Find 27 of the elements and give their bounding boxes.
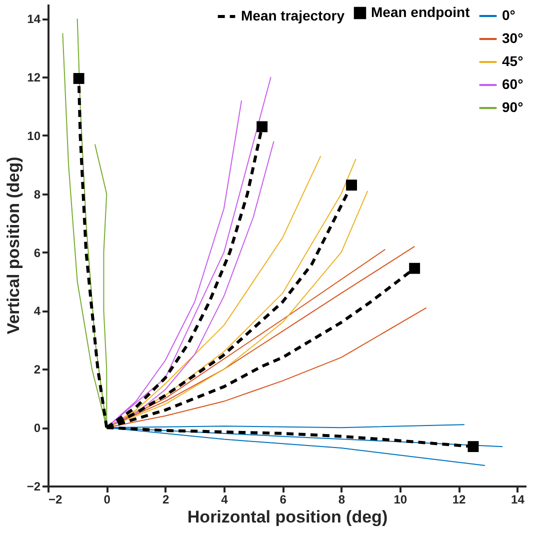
legend-label: 30° [502, 30, 524, 46]
x-tick-label: 0 [104, 492, 111, 506]
x-tick-label: 12 [452, 492, 466, 506]
x-tick-label: 10 [394, 492, 408, 506]
x-tick-label: 8 [338, 492, 346, 506]
x-tick-label: 6 [280, 492, 287, 506]
y-tick-label: 0 [34, 421, 41, 436]
y-tick-label: 10 [27, 128, 41, 143]
x-tick-label: 14 [511, 492, 525, 506]
legend-label: Mean trajectory [241, 8, 345, 24]
legend-label: Mean endpoint [371, 4, 470, 20]
legend-label: 45° [502, 53, 524, 69]
x-tick-label: −2 [48, 492, 63, 506]
y-axis-title: Vertical position (deg) [4, 156, 23, 334]
x-tick-label: 2 [162, 492, 170, 506]
y-tick-label: 12 [27, 70, 41, 85]
legend-label: 60° [502, 76, 524, 92]
y-tick-label: 6 [34, 246, 41, 260]
y-tick-label: 4 [34, 304, 41, 318]
legend-label: 0° [502, 7, 516, 23]
y-tick-label: 8 [34, 187, 41, 202]
legend-label: 90° [502, 99, 524, 115]
x-tick-label: 4 [221, 492, 228, 506]
x-axis-title: Horizontal position (deg) [187, 508, 388, 526]
y-tick-label: −2 [26, 480, 41, 494]
y-tick-label: 14 [27, 12, 41, 26]
y-tick-label: 2 [34, 362, 41, 377]
